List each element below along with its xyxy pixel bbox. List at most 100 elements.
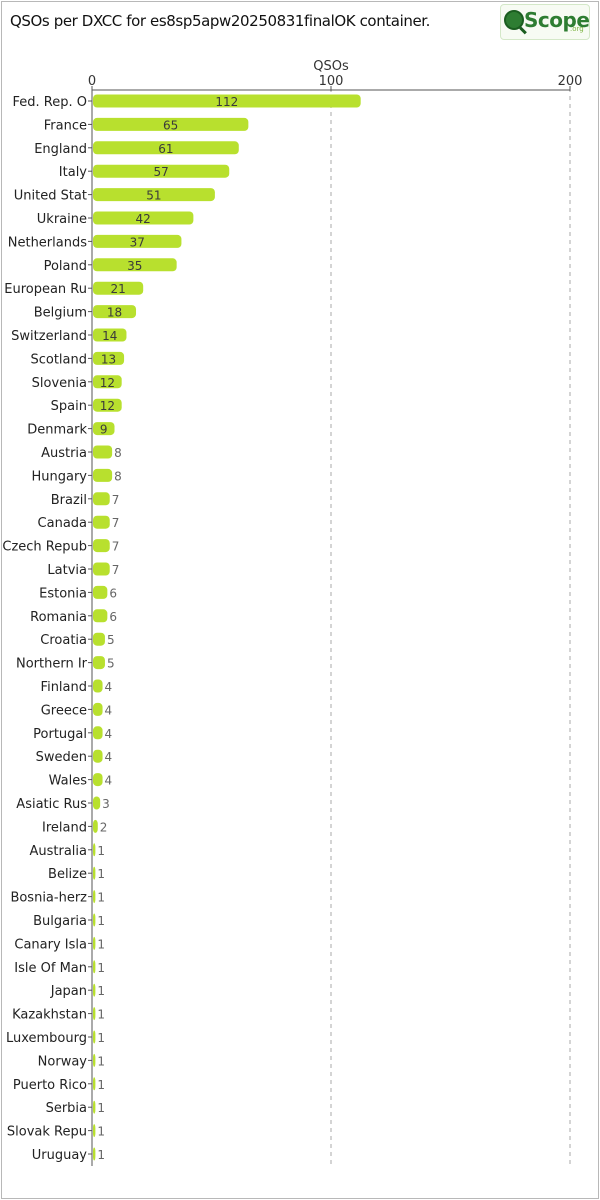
chart-title: QSOs per DXCC for es8sp5apw20250831final… bbox=[10, 12, 431, 30]
bar-value-label: 4 bbox=[105, 703, 113, 717]
category-label: Asiatic Rus bbox=[16, 797, 87, 812]
bar bbox=[93, 960, 96, 974]
bar-value-label: 2 bbox=[100, 820, 108, 834]
bar-value-label: 7 bbox=[112, 540, 120, 554]
bar bbox=[93, 117, 249, 131]
bar-value-label: 37 bbox=[130, 235, 145, 249]
category-label: European Ru bbox=[4, 282, 87, 297]
bar-value-label: 7 bbox=[112, 493, 120, 507]
category-label: England bbox=[34, 142, 87, 157]
category-label: Puerto Rico bbox=[13, 1078, 87, 1093]
x-tick-label: 100 bbox=[319, 74, 344, 89]
category-label: Japan bbox=[50, 984, 87, 999]
bar-value-label: 1 bbox=[97, 891, 105, 905]
qscope-logo[interactable]: Scope .org bbox=[500, 4, 590, 40]
bar bbox=[93, 562, 110, 576]
bar-value-label: 7 bbox=[112, 516, 120, 530]
bar bbox=[93, 305, 137, 319]
bar bbox=[93, 726, 103, 740]
category-label: Portugal bbox=[33, 727, 87, 742]
bar bbox=[93, 375, 122, 389]
category-label: Australia bbox=[29, 844, 87, 859]
bar bbox=[93, 351, 125, 365]
bar-value-label: 65 bbox=[163, 118, 178, 132]
category-label: Hungary bbox=[31, 469, 87, 484]
bar-value-label: 4 bbox=[105, 774, 113, 788]
bar-value-label: 6 bbox=[109, 610, 117, 624]
category-label: Belize bbox=[48, 867, 87, 882]
bar bbox=[93, 585, 108, 599]
bar-value-label: 1 bbox=[97, 1054, 105, 1068]
category-label: Italy bbox=[59, 165, 88, 180]
bar bbox=[93, 1100, 96, 1114]
bar-value-label: 1 bbox=[97, 1008, 105, 1022]
bar bbox=[93, 819, 98, 833]
category-label: Serbia bbox=[46, 1101, 87, 1116]
category-label: Sweden bbox=[36, 750, 87, 765]
bar bbox=[93, 1053, 96, 1067]
category-label: Luxembourg bbox=[6, 1031, 87, 1046]
category-label: Wales bbox=[49, 774, 88, 789]
bar-value-label: 57 bbox=[153, 165, 168, 179]
bar bbox=[93, 1007, 96, 1021]
bar bbox=[93, 258, 177, 272]
bar-value-label: 21 bbox=[110, 282, 125, 296]
category-label: Austria bbox=[41, 446, 87, 461]
bar bbox=[93, 492, 110, 506]
category-label: Czech Repub bbox=[2, 540, 87, 555]
bar bbox=[93, 632, 105, 646]
bar-value-label: 6 bbox=[109, 586, 117, 600]
bar-value-label: 1 bbox=[97, 914, 105, 928]
bar-value-label: 1 bbox=[97, 867, 105, 881]
category-label: Ukraine bbox=[37, 212, 87, 227]
bar bbox=[93, 609, 108, 623]
logo-text: Scope bbox=[524, 8, 590, 32]
bar bbox=[93, 188, 215, 202]
bar bbox=[93, 328, 127, 342]
category-label: Uruguay bbox=[32, 1148, 88, 1163]
bar bbox=[93, 422, 115, 436]
bar bbox=[93, 281, 144, 295]
category-label: France bbox=[44, 118, 87, 133]
bar bbox=[93, 211, 194, 225]
category-label: United Stat bbox=[14, 189, 87, 204]
bar bbox=[93, 843, 96, 857]
category-label: Finland bbox=[41, 680, 87, 695]
bar bbox=[93, 679, 103, 693]
bar-value-label: 7 bbox=[112, 563, 120, 577]
bar-value-label: 1 bbox=[97, 1148, 105, 1162]
category-label: Bosnia-herz bbox=[10, 891, 87, 906]
bar-value-label: 61 bbox=[158, 142, 173, 156]
bar bbox=[93, 445, 113, 459]
bar-value-label: 14 bbox=[102, 329, 117, 343]
category-label: Croatia bbox=[40, 633, 87, 648]
bar-value-label: 13 bbox=[101, 352, 116, 366]
category-label: Estonia bbox=[39, 586, 87, 601]
category-label: Bulgaria bbox=[33, 914, 87, 929]
bar bbox=[93, 141, 239, 155]
bar bbox=[93, 468, 113, 482]
bar-value-label: 42 bbox=[136, 212, 151, 226]
bar bbox=[93, 164, 230, 178]
bar bbox=[93, 866, 96, 880]
bar bbox=[93, 398, 122, 412]
category-label: Slovak Repu bbox=[7, 1125, 87, 1140]
category-label: Kazakhstan bbox=[12, 1008, 87, 1023]
bar bbox=[93, 1077, 96, 1091]
category-label: Romania bbox=[30, 610, 87, 625]
bar bbox=[93, 702, 103, 716]
x-tick-label: 200 bbox=[558, 74, 583, 89]
bar bbox=[93, 234, 182, 248]
bar-value-label: 8 bbox=[114, 446, 122, 460]
bar bbox=[93, 1030, 96, 1044]
bar bbox=[93, 983, 96, 997]
bar-value-label: 4 bbox=[105, 680, 113, 694]
bar-value-label: 1 bbox=[97, 844, 105, 858]
bar-value-label: 8 bbox=[114, 469, 122, 483]
category-label: Poland bbox=[44, 259, 87, 274]
bar-value-label: 12 bbox=[100, 376, 115, 390]
category-label: Isle Of Man bbox=[14, 961, 87, 976]
logo-subtext: .org bbox=[570, 25, 584, 33]
bar-value-label: 9 bbox=[100, 423, 108, 437]
